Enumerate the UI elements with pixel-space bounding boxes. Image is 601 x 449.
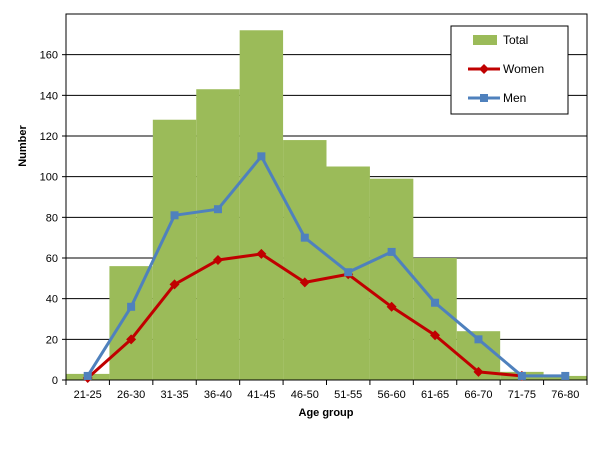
x-tick-label: 31-35 (160, 389, 188, 401)
point-men (213, 205, 222, 214)
point-men (83, 371, 92, 380)
line-series (82, 152, 570, 383)
legend-marker-men (480, 94, 488, 102)
point-men (474, 335, 483, 344)
x-tick-label: 66-70 (464, 389, 492, 401)
x-tick-label: 26-30 (117, 389, 145, 401)
point-women (473, 366, 484, 377)
point-women (299, 277, 310, 288)
point-men (431, 298, 440, 307)
point-women (169, 279, 180, 290)
legend: Total Women Men (450, 25, 569, 115)
x-axis-title: Age group (299, 407, 354, 419)
x-tick-label: 41-45 (247, 389, 275, 401)
point-women (126, 334, 137, 345)
point-men (561, 371, 570, 380)
x-tick-label: 21-25 (74, 389, 102, 401)
y-tick-label: 160 (40, 50, 58, 62)
bar-total (109, 266, 153, 380)
y-axis-title: Number (17, 125, 29, 167)
y-tick-label: 20 (46, 334, 58, 346)
point-men (300, 233, 309, 242)
bar-total (196, 89, 240, 380)
y-tick-label: 80 (46, 212, 58, 224)
x-tick-label: 61-65 (421, 389, 449, 401)
y-tick-label: 60 (46, 253, 58, 265)
y-tick-label: 40 (46, 294, 58, 306)
x-tick-label: 51-55 (334, 389, 362, 401)
bar-series-total (66, 30, 587, 381)
point-women (256, 248, 267, 259)
legend-label-total: Total (503, 33, 528, 47)
x-tick-label: 36-40 (204, 389, 232, 401)
x-tick-label: 76-80 (551, 389, 579, 401)
series-line-men (86, 154, 566, 378)
bar-total (152, 119, 197, 380)
y-tick-label: 140 (40, 90, 58, 102)
point-women (212, 255, 223, 266)
bar-total (283, 140, 327, 380)
point-men (517, 371, 526, 380)
y-axis: 0 20 40 60 80 100 120 140 160 (40, 50, 66, 387)
point-women (386, 301, 397, 312)
x-tick-label: 56-60 (378, 389, 406, 401)
bar-total (413, 258, 457, 380)
bar-total (369, 178, 414, 380)
point-men (257, 152, 266, 161)
x-axis: 21-25 26-30 31-35 36-40 41-45 46-50 51-55 56-60… (65, 379, 588, 401)
legend-swatch-total (473, 35, 497, 45)
legend-marker-women (479, 64, 489, 74)
legend-label-men: Men (503, 91, 526, 105)
x-tick-label: 46-50 (291, 389, 319, 401)
point-men (170, 211, 179, 220)
y-tick-label: 120 (40, 131, 58, 143)
point-men (387, 247, 396, 256)
point-men (344, 268, 353, 277)
y-tick-label: 0 (52, 375, 58, 387)
y-tick-label: 100 (40, 172, 58, 184)
legend-label-women: Women (503, 62, 544, 76)
point-men (127, 302, 136, 311)
point-women (430, 330, 441, 341)
x-tick-label: 71-75 (508, 389, 536, 401)
bar-total (239, 30, 284, 381)
